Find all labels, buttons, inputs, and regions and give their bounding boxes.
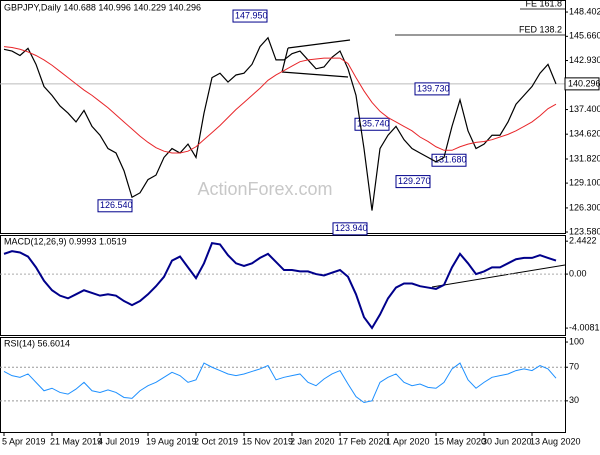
macd-panel — [0, 235, 566, 336]
annotation: 131.680 — [434, 155, 467, 165]
x-tick-label: 15 Nov 2019 — [242, 436, 293, 446]
x-tick-label: 21 May 2019 — [50, 436, 102, 446]
y-tick-label: 142.930 — [569, 55, 600, 65]
last-price-label: 140.296 — [568, 78, 600, 88]
y-tick-label: 100 — [569, 336, 584, 346]
x-tick-label: 4 Jul 2019 — [98, 436, 140, 446]
series-line — [3, 46, 557, 154]
y-tick-label: 134.620 — [569, 129, 600, 139]
fib-label: FE 161.8 — [525, 0, 562, 8]
chart-title: MACD(12,26,9) 0.9993 1.0519 — [4, 236, 127, 246]
series-line — [3, 362, 557, 404]
annotation: 139.730 — [417, 83, 450, 93]
channel — [281, 39, 351, 78]
x-tick-label: 2 Oct 2019 — [194, 436, 238, 446]
watermark: ActionForex.com — [197, 179, 332, 199]
y-tick-label: 123.580 — [569, 226, 600, 236]
y-tick-label: 70 — [569, 362, 579, 372]
annotation-box — [395, 175, 431, 189]
last-price-box — [564, 77, 600, 91]
y-tick-label: -4.0081 — [569, 322, 600, 332]
y-tick-label: 148.402 — [569, 6, 600, 16]
y-tick-label: 129.100 — [569, 177, 600, 187]
chart-title: RSI(14) 56.6014 — [4, 338, 70, 348]
y-tick-label: 2.4422 — [569, 236, 597, 246]
x-tick-label: 17 Feb 2020 — [338, 436, 389, 446]
y-tick-label: 145.660 — [569, 31, 600, 41]
annotation-box — [97, 199, 133, 213]
annotation: 126.540 — [100, 200, 133, 210]
y-tick-label: 0.00 — [569, 268, 587, 278]
x-tick-label: 2 Jan 2020 — [290, 436, 335, 446]
y-tick-label: 126.300 — [569, 202, 600, 212]
chart-title: GBPJPY,Daily 140.688 140.996 140.229 140… — [4, 2, 201, 12]
price-panel — [0, 0, 566, 234]
y-tick-label: 137.400 — [569, 104, 600, 114]
rsi-panel — [0, 337, 566, 433]
x-tick-label: 15 May 2020 — [434, 436, 486, 446]
series-line — [3, 241, 557, 330]
x-tick-label: 13 Aug 2020 — [530, 436, 581, 446]
y-tick-label: 30 — [569, 395, 579, 405]
y-tick-label: 131.820 — [569, 153, 600, 163]
annotation: 129.270 — [398, 176, 431, 186]
annotation-box — [414, 82, 450, 96]
x-tick-label: 19 Aug 2019 — [146, 436, 197, 446]
series-line — [3, 36, 557, 211]
fib-label: FED 138.2 — [519, 24, 562, 34]
annotation: 147.950 — [235, 10, 268, 20]
annotation: 123.940 — [335, 223, 368, 233]
x-tick-label: 30 Jun 2020 — [482, 436, 532, 446]
x-tick-label: 1 Apr 2020 — [386, 436, 430, 446]
annotation: 135.740 — [357, 119, 390, 129]
x-tick-label: 5 Apr 2019 — [2, 436, 46, 446]
annotation-box — [232, 9, 268, 23]
annotation-box — [332, 222, 368, 236]
annotation-box — [354, 117, 390, 131]
macd-trendline — [431, 264, 566, 288]
